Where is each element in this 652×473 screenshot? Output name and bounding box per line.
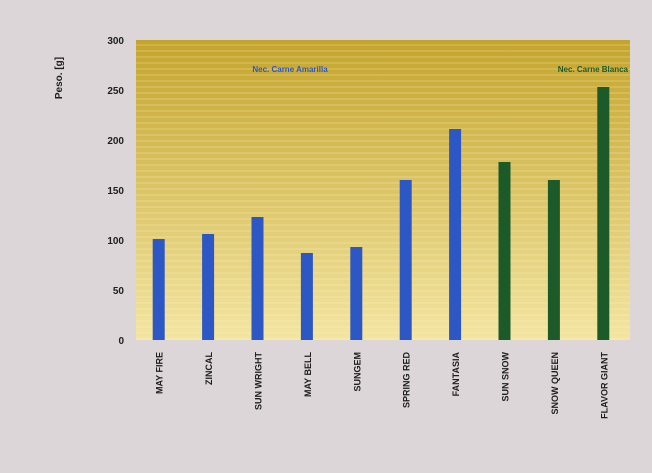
x-tick-label: SPRING RED (402, 352, 412, 409)
bar-snow-queen (547, 180, 560, 340)
x-tick-label: FLAVOR GIANT (599, 351, 609, 418)
x-tick-label: FANTASIA (451, 352, 461, 397)
series-label-yellow-flesh: Nec. Carne Amarilla (252, 65, 328, 74)
y-tick-label: 150 (107, 186, 124, 197)
bar-may-fire (152, 239, 165, 340)
y-axis-title: Peso. [g] (54, 57, 65, 99)
gridlines (136, 44, 630, 340)
bar-sungem (350, 247, 363, 340)
y-tick-label: 0 (118, 336, 124, 347)
x-tick-label: SNOW QUEEN (550, 352, 560, 415)
y-tick-label: 300 (107, 36, 124, 47)
plot-area-background (136, 40, 630, 340)
bar-flavor-giant (597, 87, 610, 340)
y-tick-label: 250 (107, 86, 124, 97)
bar-spring-red (399, 180, 412, 340)
bar-sun-wright (251, 217, 264, 340)
x-tick-label: SUN SNOW (501, 351, 511, 401)
y-axis-ticks: 0 50 100 150 200 250 300 (107, 36, 124, 347)
x-tick-label: ZINCAL (204, 352, 214, 385)
series-label-white-flesh: Nec. Carne Blanca (558, 65, 629, 74)
y-tick-label: 100 (107, 236, 124, 247)
bar-zincal (202, 234, 215, 340)
x-tick-label: SUNGEM (352, 352, 362, 392)
bar-may-bell (300, 253, 313, 340)
x-tick-label: MAY BELL (303, 352, 313, 398)
bar-sun-snow (498, 162, 511, 340)
bars (152, 87, 610, 340)
x-tick-label: MAY FIRE (155, 352, 165, 394)
y-tick-label: 50 (113, 286, 125, 297)
legend: Nec. Carne Amarilla Nec. Carne Blanca (252, 65, 628, 74)
bar-fantasia (449, 129, 462, 340)
y-tick-label: 200 (107, 136, 124, 147)
x-axis-labels: MAY FIRE ZINCAL SUN WRIGHT MAY BELL SUNGEM SP… (155, 351, 610, 418)
x-tick-label: SUN WRIGHT (254, 352, 264, 410)
